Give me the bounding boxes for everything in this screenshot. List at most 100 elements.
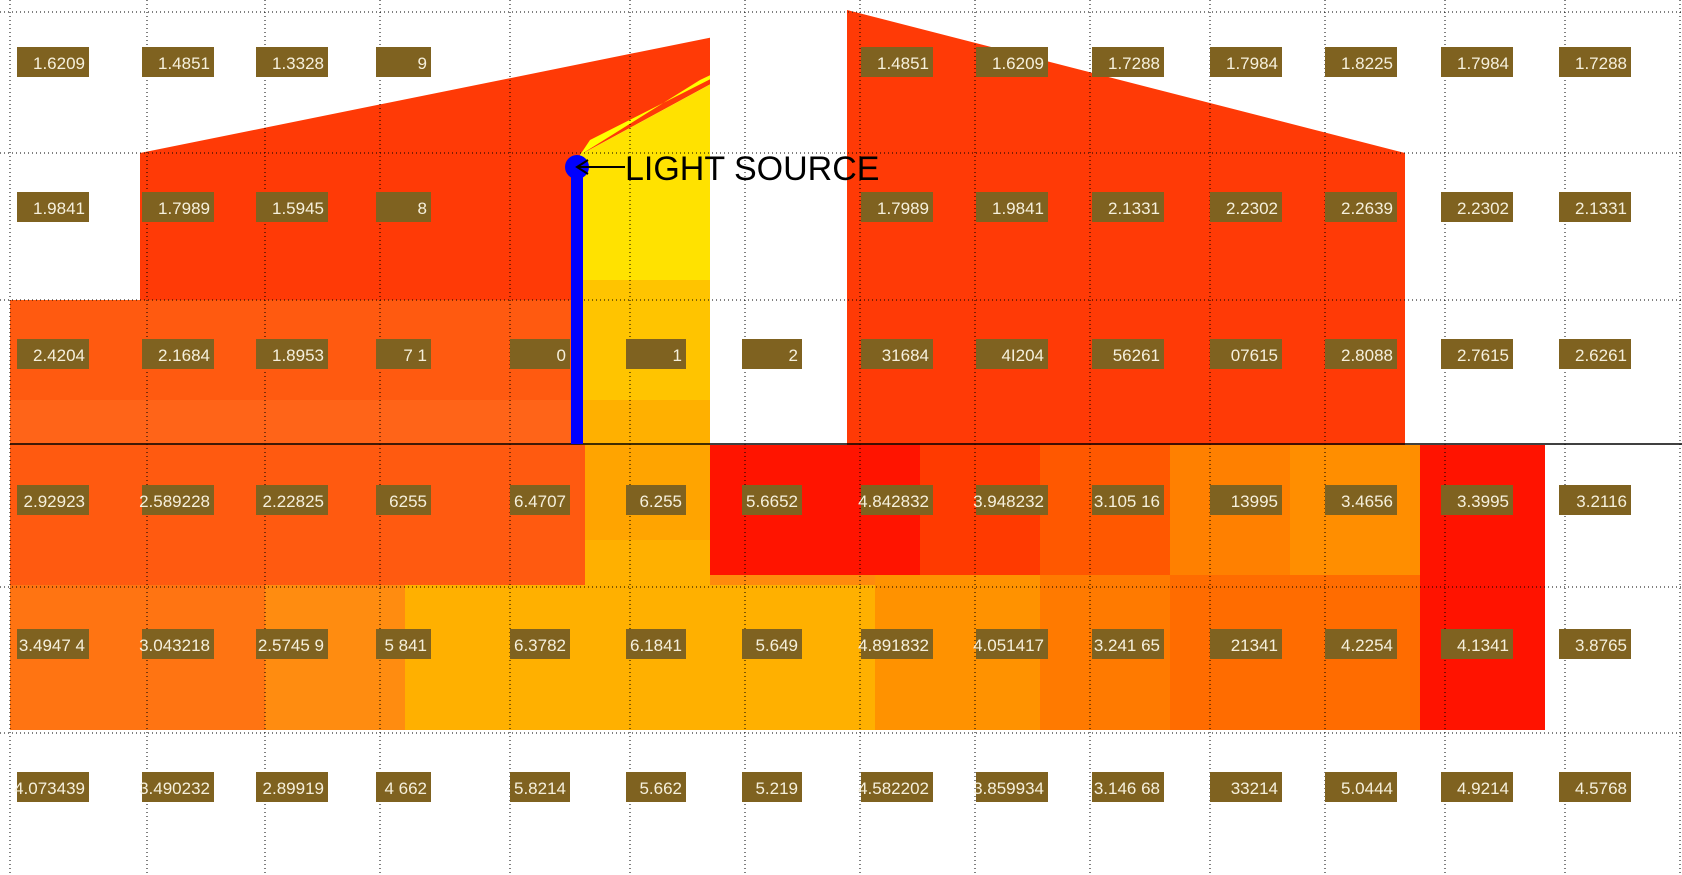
value-label-box xyxy=(256,485,328,515)
value-label-text: 1.4851 xyxy=(158,54,210,73)
value-label-box xyxy=(376,339,431,369)
value-label: 2.4204 xyxy=(17,339,89,369)
value-label-text: 2.589228 xyxy=(139,492,210,511)
value-label-text: 1.7989 xyxy=(158,199,210,218)
value-label-text: 3.859934 xyxy=(973,779,1044,798)
value-label: 2.1684 xyxy=(142,339,214,369)
light-source-annotation: LIGHT SOURCE xyxy=(575,150,879,188)
value-label-box xyxy=(976,192,1048,222)
value-label-text: 4.073439 xyxy=(14,779,85,798)
value-label-box xyxy=(256,339,328,369)
value-label-text: 1.8953 xyxy=(272,346,324,365)
value-label: 4.891832 xyxy=(858,629,933,659)
value-label-text: 5.6652 xyxy=(746,492,798,511)
unlit-window-region xyxy=(710,10,847,445)
value-label: 3.241 65 xyxy=(1092,629,1164,659)
value-label-text: 1.5945 xyxy=(272,199,324,218)
value-label-text: 5.219 xyxy=(755,779,798,798)
value-label: 2.1331 xyxy=(1559,192,1631,222)
value-label: 4.2254 xyxy=(1325,629,1397,659)
value-label-box xyxy=(17,629,89,659)
value-label-box xyxy=(17,339,89,369)
value-label-text: 1.9841 xyxy=(992,199,1044,218)
value-label-text: 0 xyxy=(557,346,566,365)
value-label: 3.3995 xyxy=(1441,485,1513,515)
value-label-box xyxy=(1559,772,1631,802)
value-label-box xyxy=(1559,192,1631,222)
value-label-text: 6.3782 xyxy=(514,636,566,655)
value-label-box xyxy=(976,339,1048,369)
value-label-box xyxy=(142,772,214,802)
value-label-text: 3.146 68 xyxy=(1094,779,1160,798)
value-label-box xyxy=(256,629,328,659)
value-label: 1.7288 xyxy=(1092,47,1164,77)
value-label-text: 6.1841 xyxy=(630,636,682,655)
value-label: 1.9841 xyxy=(17,192,89,222)
value-label: 4.9214 xyxy=(1441,772,1513,802)
value-label-text: 4.891832 xyxy=(858,636,929,655)
value-label: 1.6209 xyxy=(17,47,89,77)
value-label-box xyxy=(861,629,933,659)
value-label-box xyxy=(1559,485,1631,515)
value-label-text: 2.2302 xyxy=(1457,199,1509,218)
value-label-text: 6.4707 xyxy=(514,492,566,511)
value-label: 1.7288 xyxy=(1559,47,1631,77)
value-label-text: 4.1341 xyxy=(1457,636,1509,655)
value-label-box xyxy=(861,47,933,77)
value-label: 6.4707 xyxy=(510,485,570,515)
value-label-box xyxy=(376,192,431,222)
value-label: 3.043218 xyxy=(139,629,214,659)
value-label-box xyxy=(256,192,328,222)
value-label: 1.8953 xyxy=(256,339,328,369)
value-label-text: 4.582202 xyxy=(858,779,929,798)
value-label-box xyxy=(17,485,89,515)
value-label-box xyxy=(861,192,933,222)
value-label-text: 1.3328 xyxy=(272,54,324,73)
value-label: 5.8214 xyxy=(510,772,570,802)
value-label: 3.105 16 xyxy=(1092,485,1164,515)
value-label: 3.4656 xyxy=(1325,485,1397,515)
value-label-box xyxy=(861,485,933,515)
value-label-box xyxy=(17,192,89,222)
value-label-text: 3.241 65 xyxy=(1094,636,1160,655)
value-label: 5.219 xyxy=(742,772,802,802)
value-label-text: 2.5745 9 xyxy=(258,636,324,655)
value-label-text: 2.6261 xyxy=(1575,346,1627,365)
value-label-box xyxy=(976,772,1048,802)
value-labels: 1.6209 1.4851 1.3328 9 1.4851 1.6209 1.7288 1.7… xyxy=(14,47,1631,802)
value-label: 3.490232 xyxy=(139,772,214,802)
value-label: 2.8088 xyxy=(1325,339,1397,369)
value-label-text: 5.662 xyxy=(639,779,682,798)
value-label-box xyxy=(1559,339,1631,369)
value-label-text: 2.8088 xyxy=(1341,346,1393,365)
value-label-text: 2.89919 xyxy=(263,779,324,798)
value-label-box xyxy=(626,772,686,802)
value-label-box xyxy=(626,629,686,659)
value-label: 2.2302 xyxy=(1210,192,1282,222)
value-label-box xyxy=(1210,192,1282,222)
value-label-text: 3.4947 4 xyxy=(19,636,85,655)
value-label-box xyxy=(1325,192,1397,222)
value-label-box xyxy=(510,629,570,659)
value-label-text: 6255 xyxy=(389,492,427,511)
value-label-text: 13995 xyxy=(1231,492,1278,511)
value-label-box xyxy=(1325,772,1397,802)
value-label-box xyxy=(1092,47,1164,77)
value-label-box xyxy=(256,772,328,802)
value-label: 1.7989 xyxy=(142,192,214,222)
value-label-text: 3.948232 xyxy=(973,492,1044,511)
value-label: 1.7989 xyxy=(861,192,933,222)
value-label: 5 841 xyxy=(376,629,431,659)
value-label-text: 31684 xyxy=(882,346,929,365)
value-label: 2.22825 xyxy=(256,485,328,515)
value-label-text: 2.1684 xyxy=(158,346,210,365)
intensity-fill-regions xyxy=(10,10,1682,730)
value-label-box xyxy=(1092,772,1164,802)
value-label: 5.0444 xyxy=(1325,772,1397,802)
value-label-text: 1.9841 xyxy=(33,199,85,218)
value-label-box xyxy=(1325,485,1397,515)
light-source-label: LIGHT SOURCE xyxy=(625,150,879,188)
value-label: 1.6209 xyxy=(976,47,1048,77)
value-label-box xyxy=(1092,192,1164,222)
